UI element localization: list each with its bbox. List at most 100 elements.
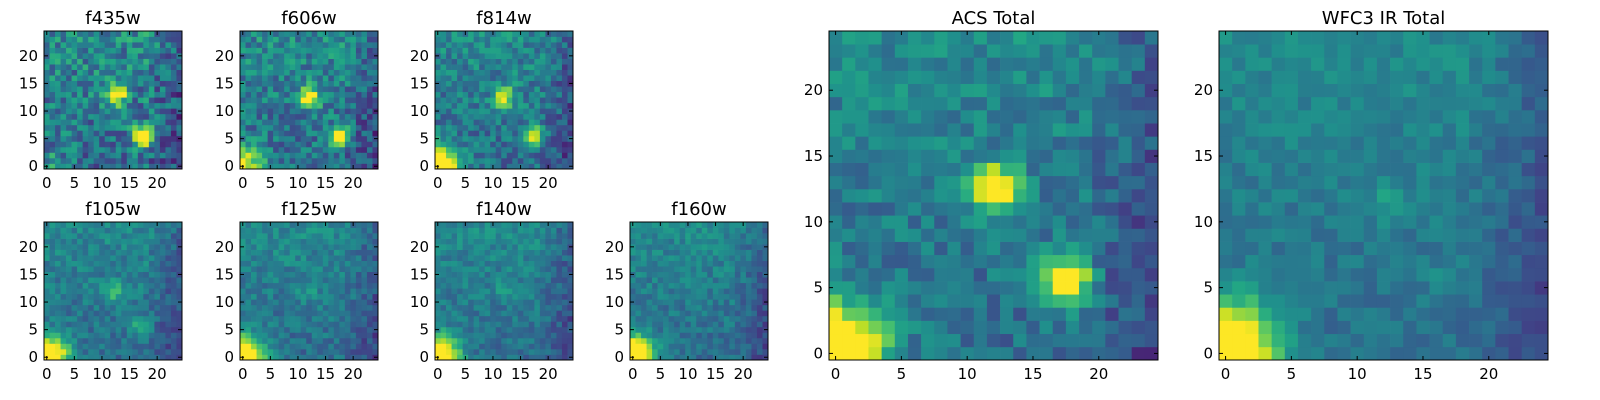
heatmap-cell [457,152,463,159]
heatmap-cell [262,348,268,355]
heatmap-cell [663,321,669,328]
heatmap-cell [289,152,296,159]
heatmap-cell [473,266,480,273]
heatmap-cell [176,152,183,159]
heatmap-cell [328,337,335,344]
heatmap-cell [284,266,291,273]
panel-title: f606w [281,8,336,29]
heatmap-cell [132,64,139,70]
heatmap-cell [1105,307,1119,321]
heatmap-cell [646,337,653,344]
heatmap-cell [528,36,535,43]
heatmap-cell [986,294,1001,308]
heatmap-cell [756,271,763,278]
heatmap-cell [44,337,50,344]
heatmap-cell [435,337,441,344]
heatmap-cell [361,260,368,267]
heatmap-cell [137,130,144,137]
heatmap-cell [528,249,535,256]
heatmap-cell [66,238,72,245]
heatmap-cell [468,64,474,70]
heatmap-cell [267,310,274,317]
heatmap-cell [567,152,574,159]
heatmap-cell [121,277,128,284]
heatmap-cell [534,69,541,76]
heatmap-cell [165,326,172,333]
heatmap-cell [289,249,296,256]
heatmap-cell [517,315,524,322]
heatmap-cell [556,332,563,339]
heatmap-cell [842,188,856,203]
heatmap-cell [440,64,447,70]
heatmap-cell [517,146,524,153]
y-tick-label: 5 [224,321,234,339]
heatmap-cell [306,42,313,48]
heatmap-cell [366,332,373,339]
heatmap-cell [762,249,769,256]
heatmap-cell [143,271,150,278]
heatmap-cell [104,36,111,43]
heatmap-cell [462,108,469,115]
heatmap-cell [306,233,313,239]
heatmap-cell [289,304,296,311]
heatmap-cell [295,238,302,245]
heatmap-cell [148,249,155,256]
heatmap-cell [350,315,357,322]
heatmap-cell [262,271,268,278]
heatmap-cell [960,202,975,216]
heatmap-cell [646,343,653,350]
heatmap-cell [973,162,988,177]
heatmap-cell [947,346,961,361]
heatmap-cell [284,354,291,361]
heatmap-cell [523,163,530,170]
heatmap-cell [457,348,463,355]
heatmap-cell [361,80,368,87]
heatmap-cell [82,288,89,295]
heatmap-cell [894,241,909,256]
heatmap-cell [170,53,177,59]
heatmap-cell [55,91,61,98]
heatmap-cell [165,354,172,361]
heatmap-cell [696,354,703,361]
heatmap-cell [372,348,379,355]
y-tick-label: 20 [605,238,624,256]
heatmap-cell [523,260,530,267]
heatmap-cell [311,69,318,76]
heatmap-cell [440,80,447,87]
heatmap-cell [344,255,351,261]
heatmap-cell [907,320,922,335]
heatmap-cell [273,152,279,159]
heatmap-cell [740,326,747,333]
y-tick-label: 20 [19,238,38,256]
heatmap-cell [495,163,502,170]
heatmap-cell [137,47,144,54]
heatmap-cell [121,310,128,317]
heatmap-cell [295,113,302,120]
heatmap-cell [517,238,524,245]
heatmap-cell [451,299,458,306]
heatmap-cell [550,47,557,54]
heatmap-cell [1026,228,1040,242]
heatmap-cell [121,36,128,43]
heatmap-cell [104,354,111,361]
heatmap-cell [641,255,647,261]
heatmap-cell [567,86,574,93]
heatmap-cell [539,293,546,300]
heatmap-cell [973,333,988,348]
heatmap-cell [49,80,56,87]
heatmap-cell [55,249,61,256]
heatmap-cell [501,97,508,104]
heatmap-cell [652,271,658,278]
heatmap-cell [295,124,302,131]
heatmap-cell [751,233,758,239]
heatmap-cell [501,255,508,261]
heatmap-cell [446,255,452,261]
heatmap-cell [740,244,747,250]
heatmap-cell [104,53,111,59]
heatmap-cell [462,266,469,273]
heatmap-cell [762,282,769,289]
heatmap-cell [328,354,335,361]
heatmap-cell [1026,215,1040,229]
heatmap-cell [712,266,719,273]
heatmap-cell [278,249,285,256]
